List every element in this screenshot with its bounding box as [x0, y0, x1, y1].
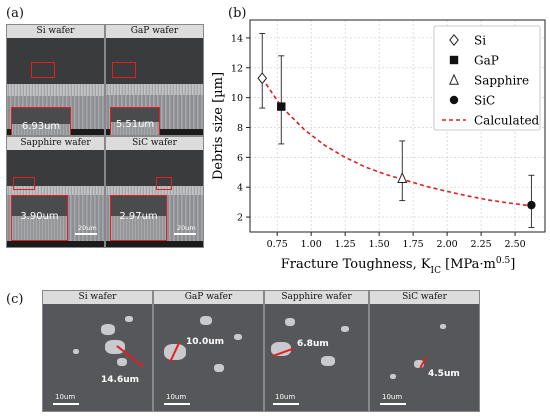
sem-gap-wafer: GaP wafer 5.51um [105, 24, 204, 136]
roi-box [13, 177, 35, 190]
y-tick-label: 6 [237, 153, 243, 164]
roi-box [31, 62, 55, 78]
zoom-inset: 6.93um [11, 107, 71, 135]
legend-label: Si [474, 34, 486, 48]
point-sic [527, 200, 536, 210]
scale-bar-label: 20um [177, 224, 196, 232]
point-si [257, 72, 268, 85]
sem-title: SiC wafer [106, 137, 203, 150]
y-tick-label: 2 [237, 213, 243, 224]
x-tick-label: 1.75 [403, 239, 424, 250]
debris-title: Si wafer [43, 291, 152, 304]
debris-measure: 14.6um [101, 375, 139, 385]
legend-label: SiC [474, 94, 495, 108]
point-sapphire [397, 171, 408, 183]
x-tick-label: 0.75 [267, 239, 288, 250]
roi-box [156, 177, 172, 190]
panel-b-label: (b) [228, 6, 247, 21]
y-tick-label: 14 [231, 33, 243, 44]
data-points [257, 32, 536, 228]
debris-si-wafer: Si wafer 14.6um 10um [42, 290, 153, 412]
x-tick-label: 1.00 [301, 239, 322, 250]
scale-bar-label: 10um [166, 393, 187, 401]
legend-label: GaP [474, 54, 499, 68]
legend: Si GaP Sapphire SiC Calculated [433, 25, 541, 131]
legend-swatch-gap [449, 55, 459, 65]
scale-bar-label: 10um [275, 393, 296, 401]
legend-box [433, 25, 541, 131]
y-axis-label: Debris size [µm] [211, 72, 226, 180]
y-tick-label: 10 [231, 93, 243, 104]
calculated-curve [261, 77, 532, 207]
calculated-curve-layer [261, 77, 532, 207]
x-ticks: 0.75 1.00 1.25 1.50 1.75 2.00 2.25 2.50 [267, 232, 526, 250]
zoom-inset: 3.90um [11, 195, 68, 241]
thickness-label: 2.97um [119, 211, 158, 223]
x-tick-label: 1.25 [335, 239, 356, 250]
debris-sic-wafer: SiC wafer 4.5um 10um [369, 290, 480, 412]
y-tick-label: 12 [231, 63, 243, 74]
debris-measure: 6.8um [297, 339, 329, 349]
debris-sapphire-wafer: Sapphire wafer 6.8um 10um [264, 290, 369, 412]
debris-title: SiC wafer [370, 291, 479, 304]
debris-measure: 10.0um [186, 337, 224, 347]
legend-swatch-si [449, 34, 459, 46]
thickness-label: 3.90um [20, 211, 59, 223]
point-gap [277, 102, 286, 111]
scale-bar-label: 20um [78, 224, 97, 232]
legend-swatch-sapphire [449, 73, 459, 85]
sem-title: Si wafer [7, 25, 104, 38]
legend-label: Sapphire [474, 74, 529, 88]
thickness-label: 6.93um [21, 120, 61, 132]
y-ticks: 2 4 6 8 10 12 14 [231, 33, 250, 224]
panel-c-label: (c) [6, 292, 24, 307]
sem-si-wafer: Si wafer 6.93um 20um [6, 24, 105, 136]
legend-label: Calculated [474, 114, 540, 128]
x-tick-label: 2.00 [437, 239, 458, 250]
sem-sic-wafer: SiC wafer 2.97um 20um [105, 136, 204, 248]
debris-title: GaP wafer [154, 291, 263, 304]
panel-a-label: (a) [6, 6, 24, 21]
zoom-inset: 5.51um [110, 107, 160, 135]
scale-bar-label: 10um [55, 393, 76, 401]
sem-sapphire-wafer: Sapphire wafer 3.90um 20um [6, 136, 105, 248]
debris-title: Sapphire wafer [265, 291, 368, 304]
x-axis-label: Fracture Toughness, KIC [MPa·m0.5] [281, 256, 516, 276]
roi-box [112, 62, 136, 78]
x-tick-label: 2.25 [471, 239, 492, 250]
sem-title: Sapphire wafer [7, 137, 104, 150]
debris-gap-wafer: GaP wafer 10.0um 10um [153, 290, 264, 412]
y-tick-label: 8 [237, 123, 243, 134]
legend-swatch-sic [449, 95, 459, 105]
scale-bar-label: 10um [382, 393, 403, 401]
plot-frame [249, 19, 546, 233]
debris-measure: 4.5um [428, 369, 460, 379]
thickness-label: 5.51um [115, 119, 155, 131]
zoom-inset: 2.97um [110, 195, 167, 241]
x-tick-label: 2.50 [505, 239, 526, 250]
sem-title: GaP wafer [106, 25, 203, 38]
x-tick-label: 1.50 [369, 239, 390, 250]
y-tick-label: 4 [237, 183, 243, 194]
debris-size-chart: 0.75 1.00 1.25 1.50 1.75 2.00 2.25 2.50 2 4 6 8 10 1… [211, 19, 546, 276]
